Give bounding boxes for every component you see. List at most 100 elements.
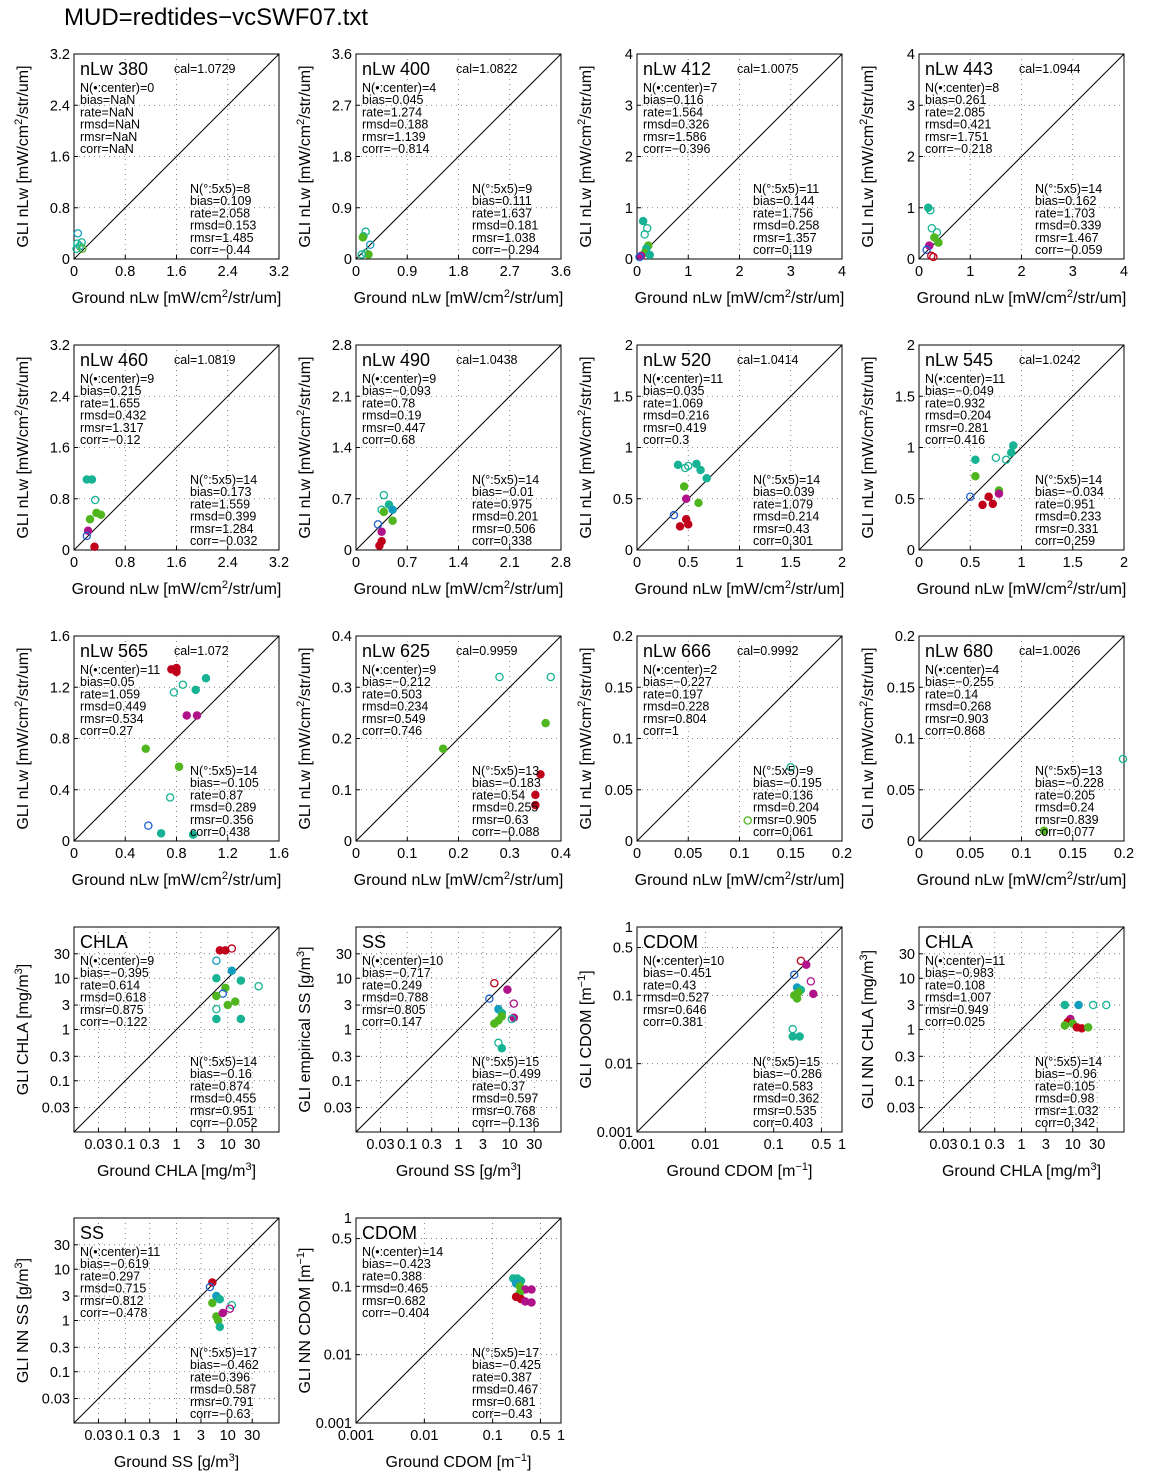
stat-5x5: rate=1.559 xyxy=(190,497,250,511)
one-to-one-line xyxy=(73,53,280,260)
x-tick-label: 1.5 xyxy=(1063,555,1083,571)
data-point xyxy=(1007,448,1016,457)
data-point xyxy=(531,800,540,810)
stat-center: bias=−0.093 xyxy=(362,384,431,398)
y-axis-label: GLI nLw [mW/cm2/str/um] xyxy=(13,356,32,538)
y-tick-label: 0.2 xyxy=(895,629,915,645)
stat-5x5: N(°:5x5)=14 xyxy=(190,764,257,778)
stat-center: N(•:center)=14 xyxy=(362,1245,443,1259)
y-tick-label: 0.2 xyxy=(332,732,352,748)
stat-center: N(•:center)=0 xyxy=(80,81,154,95)
y-tick-label: 0.1 xyxy=(895,732,915,748)
x-tick-label: 1 xyxy=(684,264,692,280)
stat-center: corr=NaN xyxy=(80,142,134,156)
x-tick-label: 0.5 xyxy=(678,555,698,571)
data-point xyxy=(96,510,106,520)
y-tick-label: 2.7 xyxy=(332,98,352,114)
stat-5x5: bias=−0.96 xyxy=(1035,1067,1097,1081)
stat-center: rmsr=0.447 xyxy=(362,421,426,435)
one-to-one-line xyxy=(636,53,843,260)
stat-center: rmsd=0.234 xyxy=(362,700,428,714)
stat-center: rmsd=0.527 xyxy=(643,991,709,1005)
cal-value: cal=1.0819 xyxy=(174,353,236,367)
stat-center: rmsd=0.715 xyxy=(80,1282,146,1296)
stat-5x5: bias=0.173 xyxy=(190,485,252,499)
stat-center: rmsd=0.204 xyxy=(925,409,991,423)
x-tick-label: 3 xyxy=(197,1428,205,1444)
data-point xyxy=(191,685,200,695)
data-point xyxy=(669,510,679,520)
x-tick-label: 3 xyxy=(1042,1137,1050,1153)
data-point xyxy=(635,252,644,262)
data-point xyxy=(692,459,701,469)
cal-value: cal=1.0729 xyxy=(174,62,236,76)
y-tick-label: 10 xyxy=(54,971,70,987)
y-tick-label: 0.3 xyxy=(50,1340,70,1356)
y-tick-label: 0.8 xyxy=(50,201,70,217)
data-point xyxy=(796,956,806,966)
y-tick-label: 0 xyxy=(625,543,633,559)
data-point xyxy=(702,473,711,483)
data-point xyxy=(388,505,397,514)
x-axis-label: Ground nLw [mW/cm2/str/um] xyxy=(354,288,564,307)
stat-center: rmsr=0.804 xyxy=(643,712,707,726)
stat-center: rate=0.43 xyxy=(643,978,696,992)
stat-center: rmsr=0.419 xyxy=(643,421,707,435)
stat-5x5: rmsr=0.63 xyxy=(472,813,529,827)
y-tick-label: 0.01 xyxy=(324,1348,352,1364)
stat-center: rmsr=0.875 xyxy=(80,1003,144,1017)
data-point xyxy=(212,1014,221,1024)
x-axis-label: Ground nLw [mW/cm2/str/um] xyxy=(354,579,564,598)
y-tick-label: 2.1 xyxy=(332,389,352,405)
y-tick-label: 0.1 xyxy=(50,1074,70,1090)
stat-center: N(•:center)=11 xyxy=(80,663,160,677)
data-point xyxy=(85,515,95,524)
stat-center: rate=0.249 xyxy=(362,978,422,992)
stat-5x5: N(°:5x5)=17 xyxy=(190,1346,257,1360)
y-tick-label: 3 xyxy=(907,98,915,114)
x-tick-label: 0.03 xyxy=(366,1137,394,1153)
data-point xyxy=(144,821,153,830)
data-point xyxy=(379,507,389,517)
stat-5x5: rmsd=0.233 xyxy=(1035,510,1101,524)
stat-5x5: rmsr=1.357 xyxy=(753,231,817,245)
stat-5x5: corr=−0.63 xyxy=(190,1407,251,1421)
x-tick-label: 0 xyxy=(352,555,360,571)
data-point xyxy=(73,229,83,238)
y-tick-label: 3 xyxy=(344,998,352,1014)
stat-center: bias=−0.212 xyxy=(362,675,431,689)
x-tick-label: 4 xyxy=(1120,264,1128,280)
stat-5x5: rate=0.951 xyxy=(1035,497,1095,511)
x-tick-label: 2.7 xyxy=(500,264,520,280)
x-tick-label: 1.5 xyxy=(781,555,801,571)
data-point xyxy=(1001,455,1011,465)
panel-title: nLw 400 xyxy=(362,59,430,79)
stat-5x5: rmsr=0.681 xyxy=(472,1395,536,1409)
stat-center: bias=−0.227 xyxy=(643,675,712,689)
stat-center: rmsr=1.139 xyxy=(362,130,426,144)
x-tick-label: 1 xyxy=(838,1137,846,1153)
data-point xyxy=(929,252,938,262)
stat-5x5: rmsr=0.506 xyxy=(472,522,536,536)
y-tick-label: 0.15 xyxy=(887,680,915,696)
one-to-one-line xyxy=(73,926,280,1133)
stat-center: rate=1.274 xyxy=(362,105,422,119)
y-tick-label: 0.2 xyxy=(613,629,633,645)
cal-value: cal=1.0438 xyxy=(456,353,518,367)
y-axis-label: GLI NN CDOM [m−1] xyxy=(295,1248,314,1394)
y-tick-label: 0.1 xyxy=(332,1074,352,1090)
stat-5x5: bias=0.109 xyxy=(190,194,252,208)
y-tick-label: 0.001 xyxy=(316,1416,352,1432)
panel-chla_emp: 0.030.030.10.10.30.3113310103030CHLAN(•:… xyxy=(13,926,280,1180)
x-tick-label: 2 xyxy=(838,555,846,571)
stat-5x5: rate=0.37 xyxy=(472,1079,525,1093)
stat-5x5: rmsr=0.331 xyxy=(1035,522,1099,536)
stat-5x5: bias=0.039 xyxy=(753,485,815,499)
panel-nlw460: 00 0.8 0.8 1.6 1.6 2.4 2.4 3.2 3.2 nLw 460 cal=1.0… xyxy=(13,338,289,598)
stat-center: rate=1.655 xyxy=(80,396,140,410)
data-point xyxy=(922,245,931,255)
y-tick-label: 2 xyxy=(907,338,915,354)
stat-5x5: rmsr=1.038 xyxy=(472,231,536,245)
stat-5x5: rmsr=0.768 xyxy=(472,1104,536,1118)
y-tick-label: 0.001 xyxy=(597,1125,633,1141)
